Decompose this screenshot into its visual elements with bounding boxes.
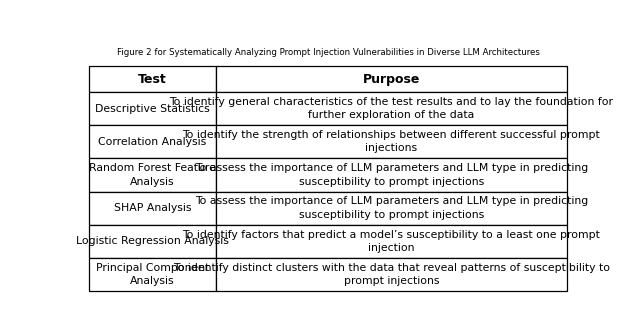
Bar [216, 258, 567, 291]
Text: To assess the importance of LLM parameters and LLM type in predicting
susceptibi: To assess the importance of LLM paramete… [195, 197, 588, 220]
Bar [89, 192, 216, 225]
Text: To identify factors that predict a model’s susceptibility to a least one prompt
: To identify factors that predict a model… [182, 229, 600, 253]
Bar [89, 67, 216, 92]
Text: Correlation Analysis: Correlation Analysis [98, 137, 207, 147]
Bar [216, 159, 567, 192]
Text: SHAP Analysis: SHAP Analysis [113, 203, 191, 213]
Bar [89, 225, 216, 258]
Bar [216, 225, 567, 258]
Text: Purpose: Purpose [363, 73, 420, 86]
Bar [216, 67, 567, 92]
Text: To assess the importance of LLM parameters and LLM type in predicting
susceptibi: To assess the importance of LLM paramete… [195, 164, 588, 187]
Text: Principal Component
Analysis: Principal Component Analysis [95, 262, 209, 286]
Text: Random Forest Feature
Analysis: Random Forest Feature Analysis [89, 164, 216, 187]
Bar [89, 92, 216, 125]
Bar [89, 159, 216, 192]
Bar [89, 258, 216, 291]
Text: To identify distinct clusters with the data that reveal patterns of susceptibili: To identify distinct clusters with the d… [173, 262, 610, 286]
Text: Descriptive Statistics: Descriptive Statistics [95, 104, 210, 114]
Text: Logistic Regression Analysis: Logistic Regression Analysis [76, 236, 228, 246]
Text: Figure 2 for Systematically Analyzing Prompt Injection Vulnerabilities in Divers: Figure 2 for Systematically Analyzing Pr… [116, 48, 540, 57]
Text: To identify the strength of relationships between different successful prompt
in: To identify the strength of relationship… [182, 130, 600, 154]
Bar [89, 125, 216, 159]
Bar [216, 192, 567, 225]
Bar [216, 125, 567, 159]
Text: Test: Test [138, 73, 166, 86]
Text: To identify general characteristics of the test results and to lay the foundatio: To identify general characteristics of t… [170, 97, 613, 120]
Bar [216, 92, 567, 125]
